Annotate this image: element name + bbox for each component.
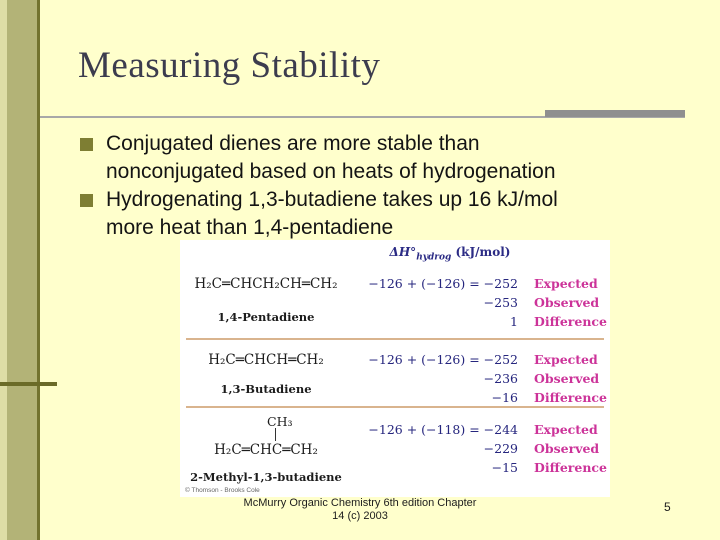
bullet-list: Conjugated dienes are more stable than n… (80, 130, 660, 242)
observed-value: −229 (483, 441, 518, 456)
bullet-line: nonconjugated based on heats of hydrogen… (106, 160, 556, 183)
values-column: −126 + (−126) = −252 −253 1 (352, 274, 518, 331)
delta-h-subscript: hydrog (416, 252, 452, 263)
publisher-credit: © Thomson - Brooks Cole (185, 487, 260, 494)
delta-h-symbol: ΔH° (389, 245, 417, 259)
sidebar-cross-line (0, 382, 57, 386)
bullet-line: more heat than 1,4-pentadiene (106, 216, 394, 239)
labels-column: Expected Observed Difference (534, 274, 610, 331)
slide-footer: McMurry Organic Chemistry 6th edition Ch… (40, 497, 680, 523)
expected-label: Expected (534, 422, 598, 437)
hydrogenation-figure: ΔH°hydrog (kJ/mol) H₂C═CHCH₂CH═CH₂ 1,4-P… (180, 240, 610, 497)
title-underline (40, 116, 685, 118)
expected-label: Expected (534, 276, 598, 291)
structure-name: 2-Methyl-1,3-butadiene (190, 470, 342, 484)
structure-formula: H₂C═CHC═CH₂ (214, 442, 318, 458)
bullet-item: Hydrogenating 1,3-butadiene takes up 16 … (80, 186, 660, 242)
structure-formula: H₂C═CHCH₂CH═CH₂ (194, 276, 338, 292)
structure-name: 1,3-Butadiene (220, 382, 312, 396)
expected-value: −126 + (−126) = −252 (368, 276, 518, 291)
row-separator (186, 338, 604, 340)
figure-header: ΔH°hydrog (kJ/mol) (365, 245, 535, 262)
expected-label: Expected (534, 352, 598, 367)
structure-formula: H₂C═CHCH═CH₂ (208, 352, 324, 368)
expected-value: −126 + (−118) = −244 (368, 422, 518, 437)
methyl-substituent: CH₃ (267, 414, 293, 429)
values-column: −126 + (−118) = −244 −229 −15 (352, 420, 518, 477)
expected-value: −126 + (−126) = −252 (368, 352, 518, 367)
row-separator (186, 406, 604, 408)
difference-label: Difference (534, 314, 607, 329)
difference-value: −16 (491, 390, 518, 405)
sidebar-light-strip (0, 0, 7, 540)
observed-value: −253 (483, 295, 518, 310)
page-title: Measuring Stability (78, 45, 381, 86)
difference-label: Difference (534, 390, 607, 405)
sidebar-bar (7, 0, 37, 540)
observed-value: −236 (483, 371, 518, 386)
bullet-line: Conjugated dienes are more stable than (106, 132, 480, 155)
bullet-square-icon (80, 138, 93, 151)
footer-line: 14 (c) 2003 (332, 510, 388, 522)
bullet-item: Conjugated dienes are more stable than n… (80, 130, 660, 186)
observed-label: Observed (534, 441, 600, 456)
difference-label: Difference (534, 460, 607, 475)
figure-row-methylbutadiene: CH₃ H₂C═CHC═CH₂ 2-Methyl-1,3-butadiene −… (180, 412, 610, 494)
sidebar-bar-edge (37, 0, 40, 540)
figure-row-butadiene: H₂C═CHCH═CH₂ 1,3-Butadiene −126 + (−126)… (180, 344, 610, 406)
difference-value: 1 (510, 314, 518, 329)
labels-column: Expected Observed Difference (534, 420, 610, 477)
values-column: −126 + (−126) = −252 −236 −16 (352, 350, 518, 407)
figure-row-pentadiene: H₂C═CHCH₂CH═CH₂ 1,4-Pentadiene −126 + (−… (180, 268, 610, 338)
page-number: 5 (664, 500, 671, 514)
observed-label: Observed (534, 371, 600, 386)
bullet-line: Hydrogenating 1,3-butadiene takes up 16 … (106, 188, 558, 211)
observed-label: Observed (534, 295, 600, 310)
difference-value: −15 (491, 460, 518, 475)
footer-line: McMurry Organic Chemistry 6th edition Ch… (243, 497, 477, 509)
units-label: (kJ/mol) (451, 245, 511, 259)
labels-column: Expected Observed Difference (534, 350, 610, 407)
bullet-square-icon (80, 194, 93, 207)
vertical-bond-line (275, 428, 276, 441)
title-underline-accent (545, 110, 685, 117)
structure-name: 1,4-Pentadiene (217, 310, 315, 324)
